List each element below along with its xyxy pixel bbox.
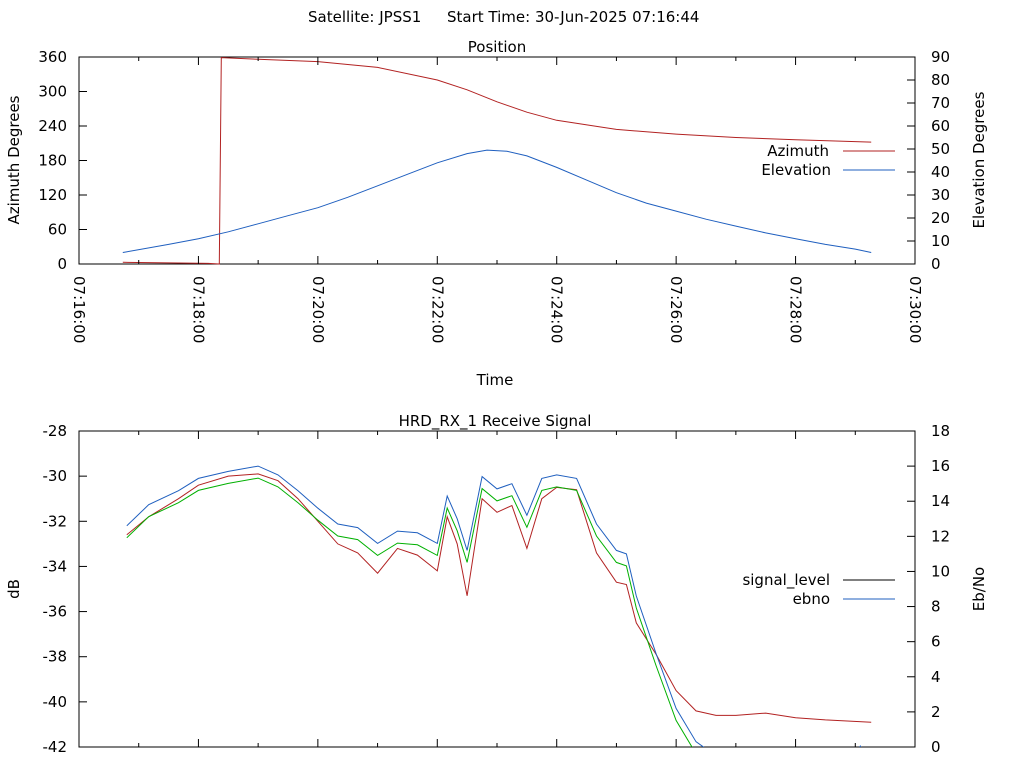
x-tick-label: 07:22:00 <box>428 276 446 343</box>
y2-tick-label: 80 <box>931 71 950 89</box>
position-x-axis-label: Time <box>476 371 514 389</box>
series-line-elevation <box>122 149 872 253</box>
y2-tick-label: 18 <box>931 422 950 440</box>
y-tick-label: 120 <box>38 186 67 204</box>
y-tick-label: -30 <box>43 467 68 485</box>
receive-y2-axis-label: Eb/No <box>970 567 988 611</box>
y-tick-label: -38 <box>43 648 68 666</box>
x-tick-label: 07:26:00 <box>667 276 685 343</box>
x-tick-label: 07:16:00 <box>70 276 88 343</box>
y-tick-label: -28 <box>43 422 68 440</box>
x-tick-label: 07:18:00 <box>189 276 207 343</box>
y-tick-label: 180 <box>38 152 67 170</box>
position-chart: Position 07:16:00 07:18:00 07:20:00 07:22:0… <box>5 38 988 389</box>
y2-tick-label: 14 <box>931 492 950 510</box>
x-tick-label: 07:20:00 <box>309 276 327 343</box>
y-tick-label: -42 <box>43 738 68 756</box>
y2-tick-label: 0 <box>931 738 941 756</box>
satellite-label: Satellite: JPSS1 <box>308 8 421 26</box>
series-line-green-trace <box>126 477 693 747</box>
legend-label-ebno: ebno <box>793 590 830 608</box>
receive-signal-chart-title: HRD_RX_1 Receive Signal <box>399 412 592 431</box>
y2-tick-label: 4 <box>931 668 941 686</box>
start-time-label: Start Time: 30-Jun-2025 07:16:44 <box>447 8 699 26</box>
y2-tick-label: 2 <box>931 703 941 721</box>
position-chart-title: Position <box>468 38 526 56</box>
legend-label-signal-level: signal_level <box>742 571 830 590</box>
y-tick-label: 300 <box>38 83 67 101</box>
y-tick-label: -40 <box>43 693 68 711</box>
y2-tick-label: 8 <box>931 598 941 616</box>
y-tick-label: -36 <box>43 603 68 621</box>
y2-tick-label: 0 <box>931 255 941 273</box>
series-line-ebno <box>126 465 862 747</box>
series-line-signal-level <box>126 473 872 723</box>
legend-label-azimuth: Azimuth <box>767 142 829 160</box>
y2-tick-label: 90 <box>931 48 950 66</box>
position-legend: Azimuth Elevation <box>761 142 895 179</box>
y2-tick-label: 16 <box>931 457 950 475</box>
y2-tick-label: 20 <box>931 209 950 227</box>
y-tick-label: 360 <box>38 48 67 66</box>
y-tick-label: -32 <box>43 512 68 530</box>
legend-label-elevation: Elevation <box>761 161 831 179</box>
y2-tick-label: 10 <box>931 232 950 250</box>
x-tick-label: 07:28:00 <box>787 276 805 343</box>
y2-tick-label: 50 <box>931 140 950 158</box>
y2-tick-label: 70 <box>931 94 950 112</box>
receive-signal-chart: HRD_RX_1 Receive Signal -42 -40 -38 -36 -34 -… <box>5 412 988 756</box>
header: Satellite: JPSS1 Start Time: 30-Jun-2025… <box>308 8 699 26</box>
y2-tick-label: 10 <box>931 562 950 580</box>
y2-tick-label: 40 <box>931 163 950 181</box>
x-tick-label: 07:30:00 <box>906 276 924 343</box>
y2-tick-label: 6 <box>931 633 941 651</box>
receive-legend: signal_level ebno <box>742 571 895 608</box>
y-tick-label: 240 <box>38 117 67 135</box>
x-tick-label: 07:24:00 <box>548 276 566 343</box>
receive-y-axis-label: dB <box>5 579 23 599</box>
series-line-azimuth <box>122 57 872 265</box>
y-tick-label: 60 <box>48 221 67 239</box>
y2-tick-label: 12 <box>931 527 950 545</box>
y2-tick-label: 30 <box>931 186 950 204</box>
y-tick-label: -34 <box>43 557 68 575</box>
y-tick-label: 0 <box>57 255 67 273</box>
receive-plot-frame <box>78 430 916 748</box>
position-y2-axis-label: Elevation Degrees <box>970 91 988 228</box>
position-y-axis-label: Azimuth Degrees <box>5 95 23 224</box>
y2-tick-label: 60 <box>931 117 950 135</box>
